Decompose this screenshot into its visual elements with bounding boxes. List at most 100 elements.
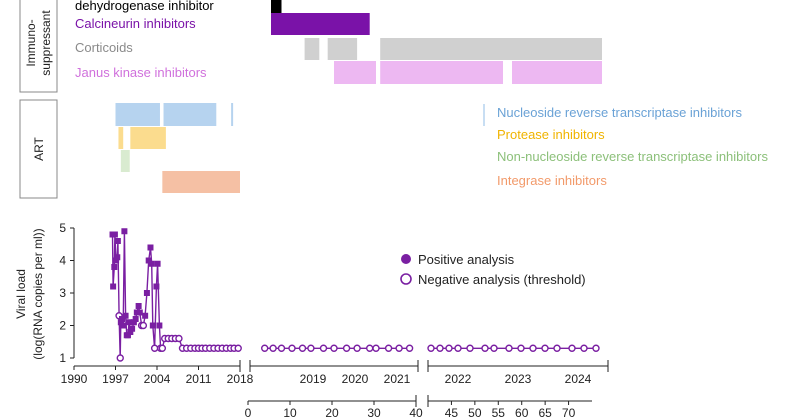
negative-point — [366, 344, 374, 352]
negative-point — [427, 344, 435, 352]
days-tick-label: 70 — [562, 406, 576, 419]
immuno-bar — [380, 38, 602, 60]
negative-point — [330, 344, 338, 352]
series-lines — [111, 231, 596, 359]
negative-point — [505, 344, 513, 352]
positive-point — [147, 244, 154, 251]
immuno-bar — [327, 38, 358, 60]
positive-point — [126, 319, 133, 326]
negative-point — [150, 344, 159, 352]
immuno-label-line2: suppressant — [39, 10, 53, 76]
days-tick-label: 45 — [445, 406, 459, 419]
immuno-group: Immuno- suppressant dehydrogenase inhibi… — [19, 0, 602, 93]
art-row-label-nrti: Nucleoside reverse transcriptase inhibit… — [497, 105, 742, 120]
y-tick-label: 2 — [59, 319, 66, 333]
positive-point — [111, 264, 118, 270]
art-bar — [130, 127, 166, 149]
negative-point — [553, 344, 561, 352]
y-axis-label-line1: Viral load — [14, 269, 28, 319]
positive-point — [156, 322, 163, 329]
positive-point — [122, 312, 129, 319]
y-tick-label: 5 — [59, 221, 66, 235]
negative-point — [234, 344, 242, 352]
immuno-bar — [334, 61, 376, 84]
art-row-label-ii: Integrase inhibitors — [497, 173, 607, 188]
immuno-bar — [271, 0, 282, 14]
negative-point — [353, 344, 361, 352]
negative-point — [568, 344, 576, 352]
x-axes: 1990 1997 2004 2011 2018 2019 2020 2021 2022 2023… — [61, 360, 609, 419]
x-tick-label: 2011 — [186, 372, 212, 386]
days-tick-label: 20 — [325, 406, 339, 419]
negative-point — [454, 344, 462, 352]
days-tick-label: 40 — [409, 406, 423, 419]
positive-point — [120, 322, 127, 329]
positive-point — [145, 257, 152, 264]
positive-point — [135, 303, 142, 309]
negative-point — [481, 344, 489, 352]
art-bar — [163, 103, 217, 126]
art-bar — [231, 103, 234, 126]
positive-point — [149, 322, 156, 329]
negative-point — [261, 344, 269, 352]
immuno-row-label-calcineurin: Calcineurin inhibitors — [75, 16, 196, 31]
y-axis: 1 2 3 4 5 — [59, 221, 75, 365]
negative-point — [319, 344, 328, 352]
immuno-label-line1: Immuno- — [24, 19, 38, 66]
negative-point — [405, 344, 414, 352]
immuno-bar — [271, 13, 303, 35]
negative-point — [372, 344, 380, 352]
art-bars — [115, 103, 240, 193]
x-tick-label: 2019 — [300, 372, 327, 386]
positive-point — [148, 260, 155, 267]
negative-point — [288, 344, 296, 352]
series-points — [109, 228, 600, 362]
negative-point — [342, 344, 351, 352]
immuno-row-label-dehydrogenase: dehydrogenase inhibitor — [75, 0, 214, 13]
x-tick-label: 2023 — [505, 372, 532, 386]
days-tick-label: 60 — [515, 406, 529, 419]
positive-point — [111, 231, 118, 238]
positive-point — [142, 312, 149, 319]
negative-point — [307, 344, 315, 352]
y-tick-label: 3 — [59, 286, 66, 300]
negative-point — [445, 344, 453, 352]
art-label: ART — [32, 136, 46, 160]
negative-point — [436, 344, 444, 352]
viral-load-chart: Viral load (log(RNA copies per ml)) 1 2 3 4… — [14, 221, 609, 419]
positive-point — [110, 283, 117, 290]
art-bar — [118, 127, 124, 149]
days-tick-label: 65 — [538, 406, 552, 419]
days-tick-label: 10 — [283, 406, 297, 419]
negative-point — [517, 344, 525, 352]
art-bar — [162, 171, 240, 193]
positive-point — [136, 309, 143, 316]
legend: Positive analysis Negative analysis (thr… — [400, 252, 586, 287]
art-label-box — [19, 99, 58, 199]
x-tick-label: 2004 — [144, 372, 171, 386]
negative-point — [580, 344, 588, 352]
days-tick-label: 50 — [468, 406, 482, 419]
positive-point — [154, 260, 161, 267]
art-row-label-pi: Protease inhibitors — [497, 127, 605, 142]
positive-point — [121, 228, 128, 235]
positive-point — [129, 325, 136, 332]
x-tick-label: 1997 — [102, 372, 129, 386]
positive-point — [143, 290, 150, 296]
positive-point — [113, 257, 120, 264]
art-bar — [115, 103, 160, 126]
positive-point — [127, 329, 134, 335]
immuno-row-label-jak: Janus kinase inhibitors — [75, 65, 207, 80]
immuno-bar — [512, 61, 602, 84]
legend-positive-label: Positive analysis — [418, 252, 515, 267]
immuno-label-box — [19, 0, 58, 93]
x-tick-label: 2024 — [565, 372, 592, 386]
art-bar — [120, 150, 130, 172]
immuno-row-label-corticoids: Corticoids — [75, 40, 133, 55]
y-tick-label: 4 — [59, 254, 66, 268]
immuno-bar — [304, 38, 320, 60]
negative-point — [116, 354, 124, 362]
negative-point — [158, 344, 167, 352]
positive-point — [114, 238, 121, 244]
